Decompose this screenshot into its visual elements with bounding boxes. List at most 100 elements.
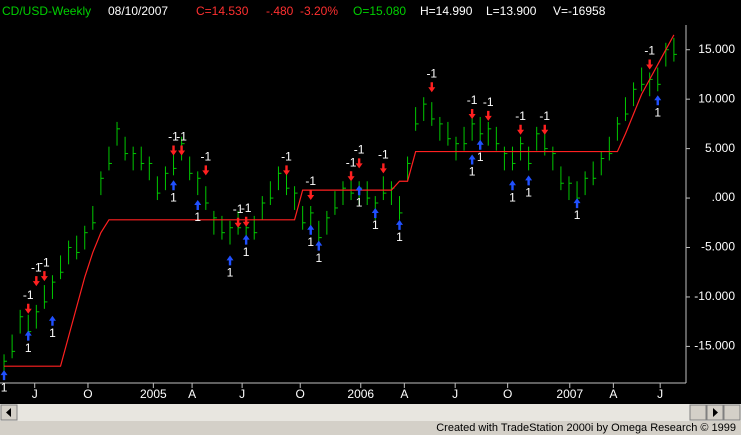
signal-label: -1 [31, 260, 42, 274]
buy-arrow [654, 95, 662, 106]
signal-label: -1 [241, 201, 252, 215]
signal-label: 1 [227, 266, 234, 280]
buy-arrow [355, 185, 363, 196]
x-tick-label: J [657, 387, 663, 401]
sell-arrow [283, 165, 291, 176]
sell-arrow [307, 190, 315, 201]
buy-arrow [194, 200, 202, 211]
buy-arrow [468, 154, 476, 165]
scroll-left-arrow [6, 408, 11, 417]
buy-arrow [24, 330, 32, 341]
signal-label: 1 [525, 185, 532, 199]
header-field: V=-16958 [553, 4, 606, 18]
header-field: -3.20% [300, 4, 338, 18]
signal-label: -1 [305, 174, 316, 188]
buy-arrow [573, 198, 581, 209]
signal-label: -1 [281, 149, 292, 163]
sell-arrow [468, 108, 476, 119]
sell-arrow [170, 145, 178, 156]
sell-arrow [242, 216, 250, 227]
signal-label: -1 [200, 149, 211, 163]
signal-label: -1 [23, 288, 34, 302]
scrollbar[interactable] [0, 404, 741, 421]
header-field: -.480 [266, 4, 294, 18]
y-tick-label: -10.000 [694, 289, 735, 303]
x-tick-label: A [188, 387, 196, 401]
signal-label: -1 [644, 44, 655, 58]
sell-arrow [379, 163, 387, 174]
buy-arrow [242, 234, 250, 245]
y-tick-label: 10.000 [698, 91, 735, 105]
signal-label: 1 [469, 165, 476, 179]
signal-label: -1 [346, 155, 357, 169]
signal-label: 1 [170, 190, 177, 204]
signal-label: 1 [194, 210, 201, 224]
scroll-thumb[interactable] [689, 404, 707, 421]
signal-label: -1 [426, 66, 437, 80]
sell-arrow [428, 82, 436, 93]
signal-label: -1 [378, 148, 389, 162]
sell-arrow [202, 165, 210, 176]
y-tick-label: 5.000 [705, 141, 735, 155]
y-tick-label: -5.000 [701, 240, 735, 254]
x-tick-label: 2007 [556, 387, 583, 401]
signal-label: 1 [1, 380, 8, 394]
signal-label: -1 [539, 109, 550, 123]
signal-label: 1 [654, 105, 661, 119]
header-field: O=15.080 [353, 4, 406, 18]
x-tick-label: O [83, 387, 92, 401]
signal-label: 1 [356, 195, 363, 209]
y-tick-label: -15.000 [694, 339, 735, 353]
y-tick-label: 15.000 [698, 42, 735, 56]
buy-arrow [307, 224, 315, 235]
signal-label: 1 [25, 341, 32, 355]
sell-arrow [178, 145, 186, 156]
scroll-end[interactable] [723, 404, 741, 421]
buy-arrow [48, 315, 56, 326]
x-tick-label: A [609, 387, 617, 401]
sell-arrow [347, 171, 355, 182]
sell-arrow [24, 303, 32, 314]
sell-arrow [32, 276, 40, 287]
signal-label: 1 [477, 150, 484, 164]
buy-arrow [371, 207, 379, 218]
buy-arrow [170, 180, 178, 191]
header-field: H=14.990 [420, 4, 473, 18]
signal-label: -1 [467, 93, 478, 107]
header-field: CD/USD-Weekly [2, 4, 91, 18]
x-tick-label: O [503, 387, 512, 401]
signal-label: 1 [49, 326, 56, 340]
buy-arrow [0, 370, 8, 381]
sell-arrow [484, 110, 492, 121]
buy-arrow [525, 175, 533, 186]
signal-label: -1 [168, 130, 179, 144]
chart-background [0, 0, 741, 404]
signal-label: -1 [39, 255, 50, 269]
signal-label: 1 [307, 235, 314, 249]
header-field: 08/10/2007 [108, 4, 168, 18]
signal-label: -1 [176, 130, 187, 144]
x-tick-label: J [239, 387, 245, 401]
sell-arrow [646, 59, 654, 70]
header-field: L=13.900 [486, 4, 537, 18]
x-tick-label: O [296, 387, 305, 401]
buy-arrow [226, 255, 234, 266]
sell-arrow [40, 271, 48, 282]
buy-arrow [476, 139, 484, 150]
sell-arrow [541, 124, 549, 135]
buy-arrow [395, 219, 403, 230]
x-tick-label: J [452, 387, 458, 401]
buy-arrow [315, 240, 323, 251]
signal-label: 1 [243, 245, 250, 259]
sell-arrow [234, 217, 242, 228]
footer-text: Created with TradeStation 2000i by Omega… [436, 422, 736, 434]
x-tick-label: J [32, 387, 38, 401]
signal-label: -1 [354, 143, 365, 157]
signal-label: -1 [233, 202, 244, 216]
y-tick-label: .000 [712, 190, 736, 204]
x-tick-label: A [400, 387, 408, 401]
signal-label: -1 [483, 95, 494, 109]
x-tick-label: 2005 [140, 387, 167, 401]
header-field: C=14.530 [196, 4, 249, 18]
